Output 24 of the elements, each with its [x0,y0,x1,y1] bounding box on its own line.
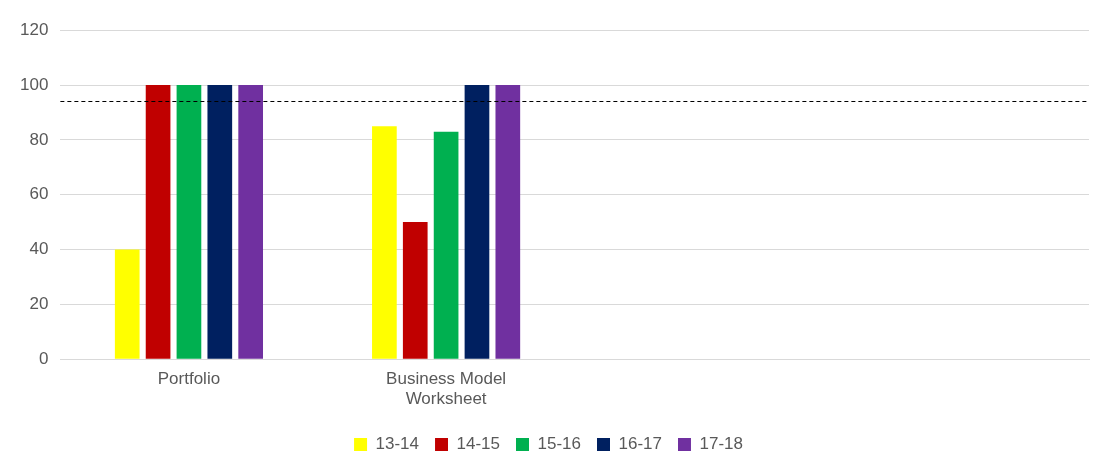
legend-label: 13-14 [375,434,420,454]
y-tick-label: 80 [29,129,49,149]
bar [238,85,264,359]
bar [464,85,490,359]
legend-label: 14-15 [456,434,501,454]
y-tick-label: 60 [29,184,49,204]
legend-label: 15-16 [537,434,581,454]
bar [495,85,521,359]
y-tick-label: 0 [38,348,49,368]
bar [145,85,171,359]
y-tick-label: 120 [19,19,49,39]
legend-label: 16-17 [618,434,662,454]
x-tick-label: Business Model Worksheet [386,369,507,409]
y-tick-label: 100 [19,74,49,94]
legend-label: 17-18 [699,434,743,454]
x-tick-label: Portfolio [157,369,221,389]
bar [114,249,140,359]
y-tick-label: 20 [29,294,49,314]
y-tick-label: 40 [29,239,49,259]
bar [176,85,202,359]
bar [372,126,397,359]
bar [207,85,233,359]
bar [402,222,428,359]
bar [433,131,459,359]
